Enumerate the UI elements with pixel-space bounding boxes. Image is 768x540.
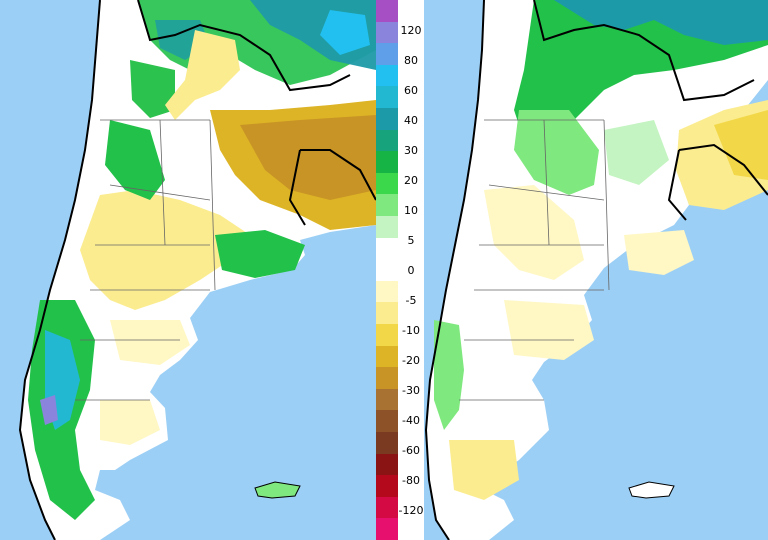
yellow-patch-south: [100, 400, 160, 445]
legend-color-cell: [376, 475, 398, 498]
legend-label: 30: [404, 144, 418, 157]
legend-color-cell: [376, 345, 398, 368]
legend-label: 0: [407, 264, 415, 277]
legend-color-cell: [376, 64, 398, 87]
legend-color-cell: [376, 324, 398, 346]
legend-label: -120: [398, 504, 424, 517]
legend-label: -60: [402, 444, 420, 457]
legend-color-cell: [376, 216, 398, 238]
color-legend: 120 80 60 40 30 20 10 5 0 -5 -10 -20 -30 -40 -60 -80 -12…: [376, 0, 424, 540]
legend-label: 40: [404, 114, 418, 127]
green-zone-central: [105, 120, 165, 200]
yellow-patch-patagonia: [110, 320, 190, 365]
legend-label: 60: [404, 84, 418, 97]
legend-color-cell: [376, 496, 398, 519]
green-zone-south-east: [215, 230, 305, 278]
yellow-pale-center: [484, 185, 584, 280]
legend-color-cell: [376, 453, 398, 476]
legend-label: -10: [402, 324, 420, 337]
legend-color-cell: [376, 302, 398, 325]
pale-green-patch: [604, 120, 669, 185]
legend-color-cell: [376, 151, 398, 174]
legend-label: -30: [402, 384, 420, 397]
teal-zone-north: [554, 0, 768, 45]
legend-color-cell: [376, 0, 398, 22]
legend-color-cell: [376, 129, 398, 152]
legend-label: 120: [400, 24, 422, 37]
dark-orange-core: [240, 115, 376, 200]
legend-label: 80: [404, 54, 418, 67]
yellow-pale-right: [624, 230, 694, 275]
legend-label: 5: [407, 234, 415, 247]
orange-core-east: [714, 110, 768, 180]
legend-label: 20: [404, 174, 418, 187]
legend-color-cell: [376, 86, 398, 109]
legend-color-cell: [376, 280, 398, 303]
yellow-zone-center: [165, 30, 240, 120]
legend-label: -80: [402, 474, 420, 487]
legend-color-cell: [376, 432, 398, 454]
yellow-patch-far-south: [449, 440, 519, 500]
yellow-pale-south: [504, 300, 594, 360]
legend-color-cell: [376, 21, 398, 44]
green-zone-northwest: [130, 60, 175, 118]
yellow-band-lower: [80, 190, 250, 310]
country-border-north: [137, 0, 351, 92]
legend-label: 10: [404, 204, 418, 217]
legend-label: -5: [405, 294, 417, 307]
green-zone-central: [514, 110, 599, 195]
legend-color-cell: [376, 194, 398, 217]
legend-label: -20: [402, 354, 420, 367]
country-border-north: [533, 0, 755, 102]
left-anomaly-map: [0, 0, 376, 540]
country-border-uruguay: [288, 149, 376, 226]
legend-color-cell: [376, 388, 398, 411]
green-coast-south: [434, 320, 464, 430]
legend-color-cell: [376, 259, 398, 282]
province-lines: [459, 119, 610, 401]
legend-color-cell: [376, 237, 398, 260]
legend-color-cell: [376, 172, 398, 195]
legend-color-cell: [376, 367, 398, 390]
legend-label: -40: [402, 414, 420, 427]
violet-patch-coast: [40, 395, 58, 425]
country-border-argentina-chile: [18, 0, 101, 540]
province-lines: [75, 119, 216, 401]
legend-color-cell: [376, 518, 398, 540]
falkland-islands: [254, 481, 301, 499]
legend-color-cell: [376, 108, 398, 130]
falkland-islands: [628, 481, 675, 499]
country-border-argentina-chile: [424, 0, 485, 540]
legend-color-cell: [376, 410, 398, 433]
cyan-spot-northeast: [320, 10, 370, 55]
legend-color-cell: [376, 43, 398, 66]
country-border-uruguay: [667, 143, 768, 221]
right-anomaly-map: [424, 0, 768, 540]
